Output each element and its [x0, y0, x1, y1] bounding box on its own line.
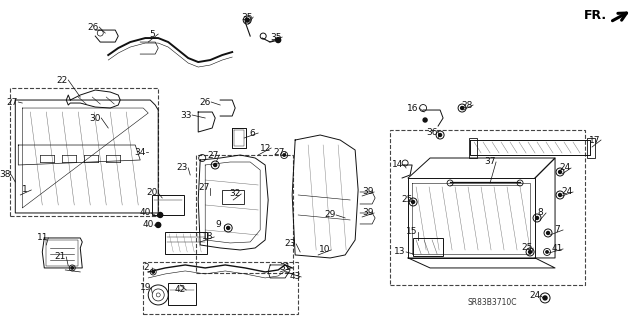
Bar	[390, 130, 585, 285]
Circle shape	[547, 232, 550, 234]
Circle shape	[423, 118, 427, 122]
Text: 34: 34	[134, 147, 146, 157]
Text: 14: 14	[392, 160, 404, 169]
Circle shape	[536, 217, 538, 219]
Circle shape	[71, 267, 74, 269]
Text: 5: 5	[149, 30, 155, 39]
Text: 40: 40	[140, 209, 151, 218]
Text: 26: 26	[88, 23, 99, 32]
Circle shape	[559, 194, 561, 197]
Circle shape	[157, 212, 163, 218]
Text: 25: 25	[522, 243, 532, 252]
Text: 42: 42	[175, 286, 186, 294]
Text: SR83B3710C: SR83B3710C	[467, 299, 516, 308]
Circle shape	[245, 18, 249, 22]
Text: 41: 41	[551, 244, 563, 254]
Circle shape	[276, 38, 281, 42]
Text: 27: 27	[198, 183, 210, 192]
Bar	[222, 190, 244, 204]
Text: 12: 12	[259, 144, 271, 152]
Text: 23: 23	[284, 240, 296, 249]
Text: 11: 11	[36, 234, 48, 242]
Bar	[196, 155, 293, 273]
Text: 26: 26	[200, 98, 211, 107]
Circle shape	[214, 164, 217, 167]
Circle shape	[559, 170, 561, 174]
Bar	[152, 195, 184, 215]
Circle shape	[152, 271, 154, 273]
Circle shape	[156, 222, 161, 227]
Text: 10: 10	[319, 245, 331, 255]
Text: 8: 8	[537, 209, 543, 218]
Circle shape	[529, 250, 532, 254]
Bar	[168, 283, 196, 305]
Bar	[413, 238, 443, 256]
Text: 24: 24	[529, 292, 541, 300]
Text: 40: 40	[143, 220, 154, 229]
Text: 35: 35	[241, 12, 253, 22]
Text: 13: 13	[394, 248, 406, 256]
Text: 38: 38	[0, 170, 11, 180]
Text: 27: 27	[6, 98, 18, 107]
Circle shape	[227, 226, 230, 229]
Text: 39: 39	[362, 188, 374, 197]
Text: 36: 36	[426, 128, 438, 137]
Text: 24: 24	[559, 164, 571, 173]
Text: 39: 39	[362, 209, 374, 218]
Text: 1: 1	[22, 185, 28, 195]
Text: 32: 32	[230, 189, 241, 198]
Text: 21: 21	[54, 252, 66, 262]
Text: 19: 19	[140, 284, 151, 293]
Text: 17: 17	[589, 136, 601, 145]
Text: 27: 27	[273, 147, 285, 157]
Text: 23: 23	[177, 164, 188, 173]
Text: 2: 2	[143, 263, 149, 272]
Text: 27: 27	[207, 151, 219, 160]
Text: 25: 25	[401, 196, 413, 204]
Text: 24: 24	[561, 188, 573, 197]
Text: 22: 22	[57, 76, 68, 85]
Text: 9: 9	[215, 220, 221, 229]
Text: 7: 7	[554, 226, 560, 234]
Bar	[10, 88, 158, 216]
Text: 37: 37	[484, 158, 496, 167]
Bar	[587, 138, 595, 158]
Circle shape	[461, 107, 463, 109]
Circle shape	[543, 296, 547, 300]
Text: 15: 15	[406, 227, 418, 236]
Circle shape	[412, 200, 415, 204]
Text: FR.: FR.	[584, 9, 607, 22]
Text: 16: 16	[407, 104, 419, 113]
Text: 20: 20	[147, 189, 158, 197]
Circle shape	[283, 154, 285, 156]
Text: 30: 30	[90, 114, 101, 122]
Bar	[469, 138, 477, 158]
Text: 35: 35	[271, 33, 282, 41]
Text: 29: 29	[324, 211, 336, 219]
Text: 18: 18	[202, 233, 214, 241]
Circle shape	[438, 134, 442, 137]
Text: 28: 28	[461, 100, 473, 109]
Text: 6: 6	[250, 129, 255, 137]
Bar	[165, 232, 207, 254]
Text: 33: 33	[180, 110, 192, 120]
Text: 31: 31	[280, 263, 291, 272]
Circle shape	[546, 251, 548, 253]
Text: 43: 43	[289, 272, 301, 281]
Bar	[143, 262, 298, 314]
